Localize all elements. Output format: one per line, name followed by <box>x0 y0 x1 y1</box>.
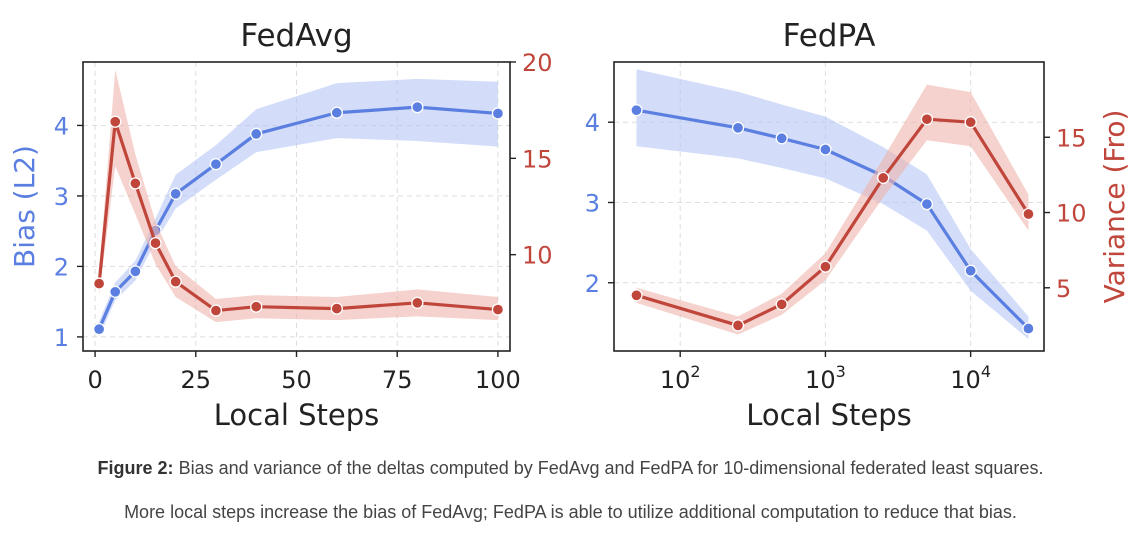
chart-1-series-2-point-7 <box>330 302 343 315</box>
chart-1-series-2-band <box>99 69 498 323</box>
chart-2-xtick-label-2: 104 <box>950 362 991 394</box>
chart-2-series-1-band <box>636 69 1029 339</box>
chart-1: 0 25 50 75 100 1 2 3 4 10 15 20 FedAvg Local Steps Bia… <box>8 18 553 432</box>
chart-2-xtick-exponent-0: 2 <box>690 362 700 381</box>
caption-text-2: More local steps increase the bias of Fe… <box>124 502 1017 522</box>
chart-2-xlabel: Local Steps <box>746 398 912 432</box>
chart-2-ylabel-right: Variance (Fro) <box>1098 110 1131 304</box>
chart-2-series-1-point-0 <box>630 104 643 117</box>
chart-1-series-2-point-4 <box>169 275 182 288</box>
chart-2-series-1-point-2 <box>775 132 788 145</box>
chart-1-series-2-point-0 <box>92 277 106 290</box>
chart-1-series-2-point-8 <box>411 296 424 309</box>
chart-1-ytick-right-label-2: 20 <box>522 49 553 77</box>
chart-2-xtick-exponent-1: 3 <box>836 362 846 381</box>
chart-1-series-1-point-2 <box>129 265 142 278</box>
chart-1-title: FedAvg <box>240 18 352 54</box>
chart-2-xtick-exponent-2: 4 <box>981 362 991 381</box>
chart-2-xtick-label-1: 103 <box>805 362 846 394</box>
chart-2-series-2-point-1 <box>731 319 745 332</box>
chart-2-frame <box>613 61 1045 352</box>
chart-2-ytick-right-label-2: 15 <box>1056 124 1087 152</box>
chart-1-series-2-line <box>97 120 499 313</box>
chart-2-title: FedPA <box>783 18 876 54</box>
figure-caption-line-2: More local steps increase the bias of Fe… <box>0 502 1141 523</box>
chart-2-series-2-point-6 <box>964 116 977 129</box>
chart-1-series-1-point-4 <box>169 187 182 200</box>
chart-2-series-1-point-7 <box>1022 322 1035 335</box>
chart-1-series-2-point-9 <box>491 303 505 316</box>
chart-1-xtick-label-1: 25 <box>181 366 212 394</box>
chart-2-series-1-point-5 <box>920 197 934 211</box>
chart-1-ytick-left-label-0: 1 <box>54 324 69 352</box>
chart-1-ytick-left-label-2: 3 <box>54 183 69 211</box>
chart-2-series-2-line <box>636 117 1030 328</box>
chart-1-xtick-label-4: 100 <box>475 366 521 394</box>
chart-2: 102 103 104 2 3 4 5 10 15 FedPA Local Steps Varianc… <box>585 18 1131 432</box>
chart-1-ytick-right-label-0: 10 <box>522 242 553 270</box>
chart-1-series-1-point-6 <box>250 127 263 141</box>
chart-2-ytick-left-label-0: 2 <box>585 270 600 298</box>
chart-1-xtick-label-0: 0 <box>87 366 102 394</box>
chart-2-ytick-right-label-1: 10 <box>1056 200 1087 228</box>
chart-1-series-1-point-5 <box>209 158 223 171</box>
chart-1-ytick-left-label-1: 2 <box>54 253 69 281</box>
chart-1-series-2-point-6 <box>250 300 263 313</box>
chart-2-series-2-point-3 <box>819 260 832 273</box>
chart-1-series-1-point-9 <box>491 107 505 120</box>
chart-1-xlabel: Local Steps <box>214 398 380 432</box>
chart-2-series-2-point-4 <box>877 171 890 185</box>
chart-2-series-2-point-7 <box>1022 207 1035 221</box>
chart-1-xtick-label-3: 75 <box>382 366 413 394</box>
chart-1-xtick-label-2: 50 <box>281 366 312 394</box>
chart-2-ytick-left-label-2: 4 <box>585 109 600 137</box>
chart-2-series-2-point-5 <box>920 113 934 126</box>
chart-2-series-2-point-2 <box>775 298 788 311</box>
chart-1-series-1-point-0 <box>92 322 106 336</box>
chart-1-series-2-point-2 <box>129 177 142 190</box>
chart-1-series-2-point-5 <box>209 304 223 317</box>
chart-2-xtick-label-0: 102 <box>660 362 701 394</box>
figure-label: Figure 2: <box>97 458 174 478</box>
chart-1-series-1-band <box>99 78 498 337</box>
chart-1-series-2-point-1 <box>109 115 122 128</box>
chart-2-series-2-band <box>636 84 1029 335</box>
chart-1-ytick-right-label-1: 15 <box>522 145 553 173</box>
chart-2-series-1-point-6 <box>964 264 977 277</box>
chart-1-ytick-left-label-3: 4 <box>54 112 69 140</box>
chart-2-series-2-point-0 <box>630 289 643 302</box>
chart-2-ytick-left-label-1: 3 <box>585 189 600 217</box>
chart-1-ylabel-left: Bias (L2) <box>8 145 41 268</box>
chart-1-series-1-point-7 <box>330 106 343 119</box>
figure-caption-line-1: Figure 2: Bias and variance of the delta… <box>0 458 1141 479</box>
chart-2-series-1-point-3 <box>819 143 832 156</box>
chart-2-series-1-line <box>636 108 1030 330</box>
caption-text-1: Bias and variance of the deltas computed… <box>178 458 1044 478</box>
chart-1-series-2-point-3 <box>149 236 162 250</box>
chart-1-series-1-point-1 <box>109 285 122 298</box>
chart-1-series-1-line <box>97 105 499 330</box>
chart-1-series-1-point-8 <box>411 100 424 114</box>
chart-2-ytick-right-label-0: 5 <box>1056 275 1071 303</box>
chart-2-series-1-point-1 <box>731 121 745 134</box>
